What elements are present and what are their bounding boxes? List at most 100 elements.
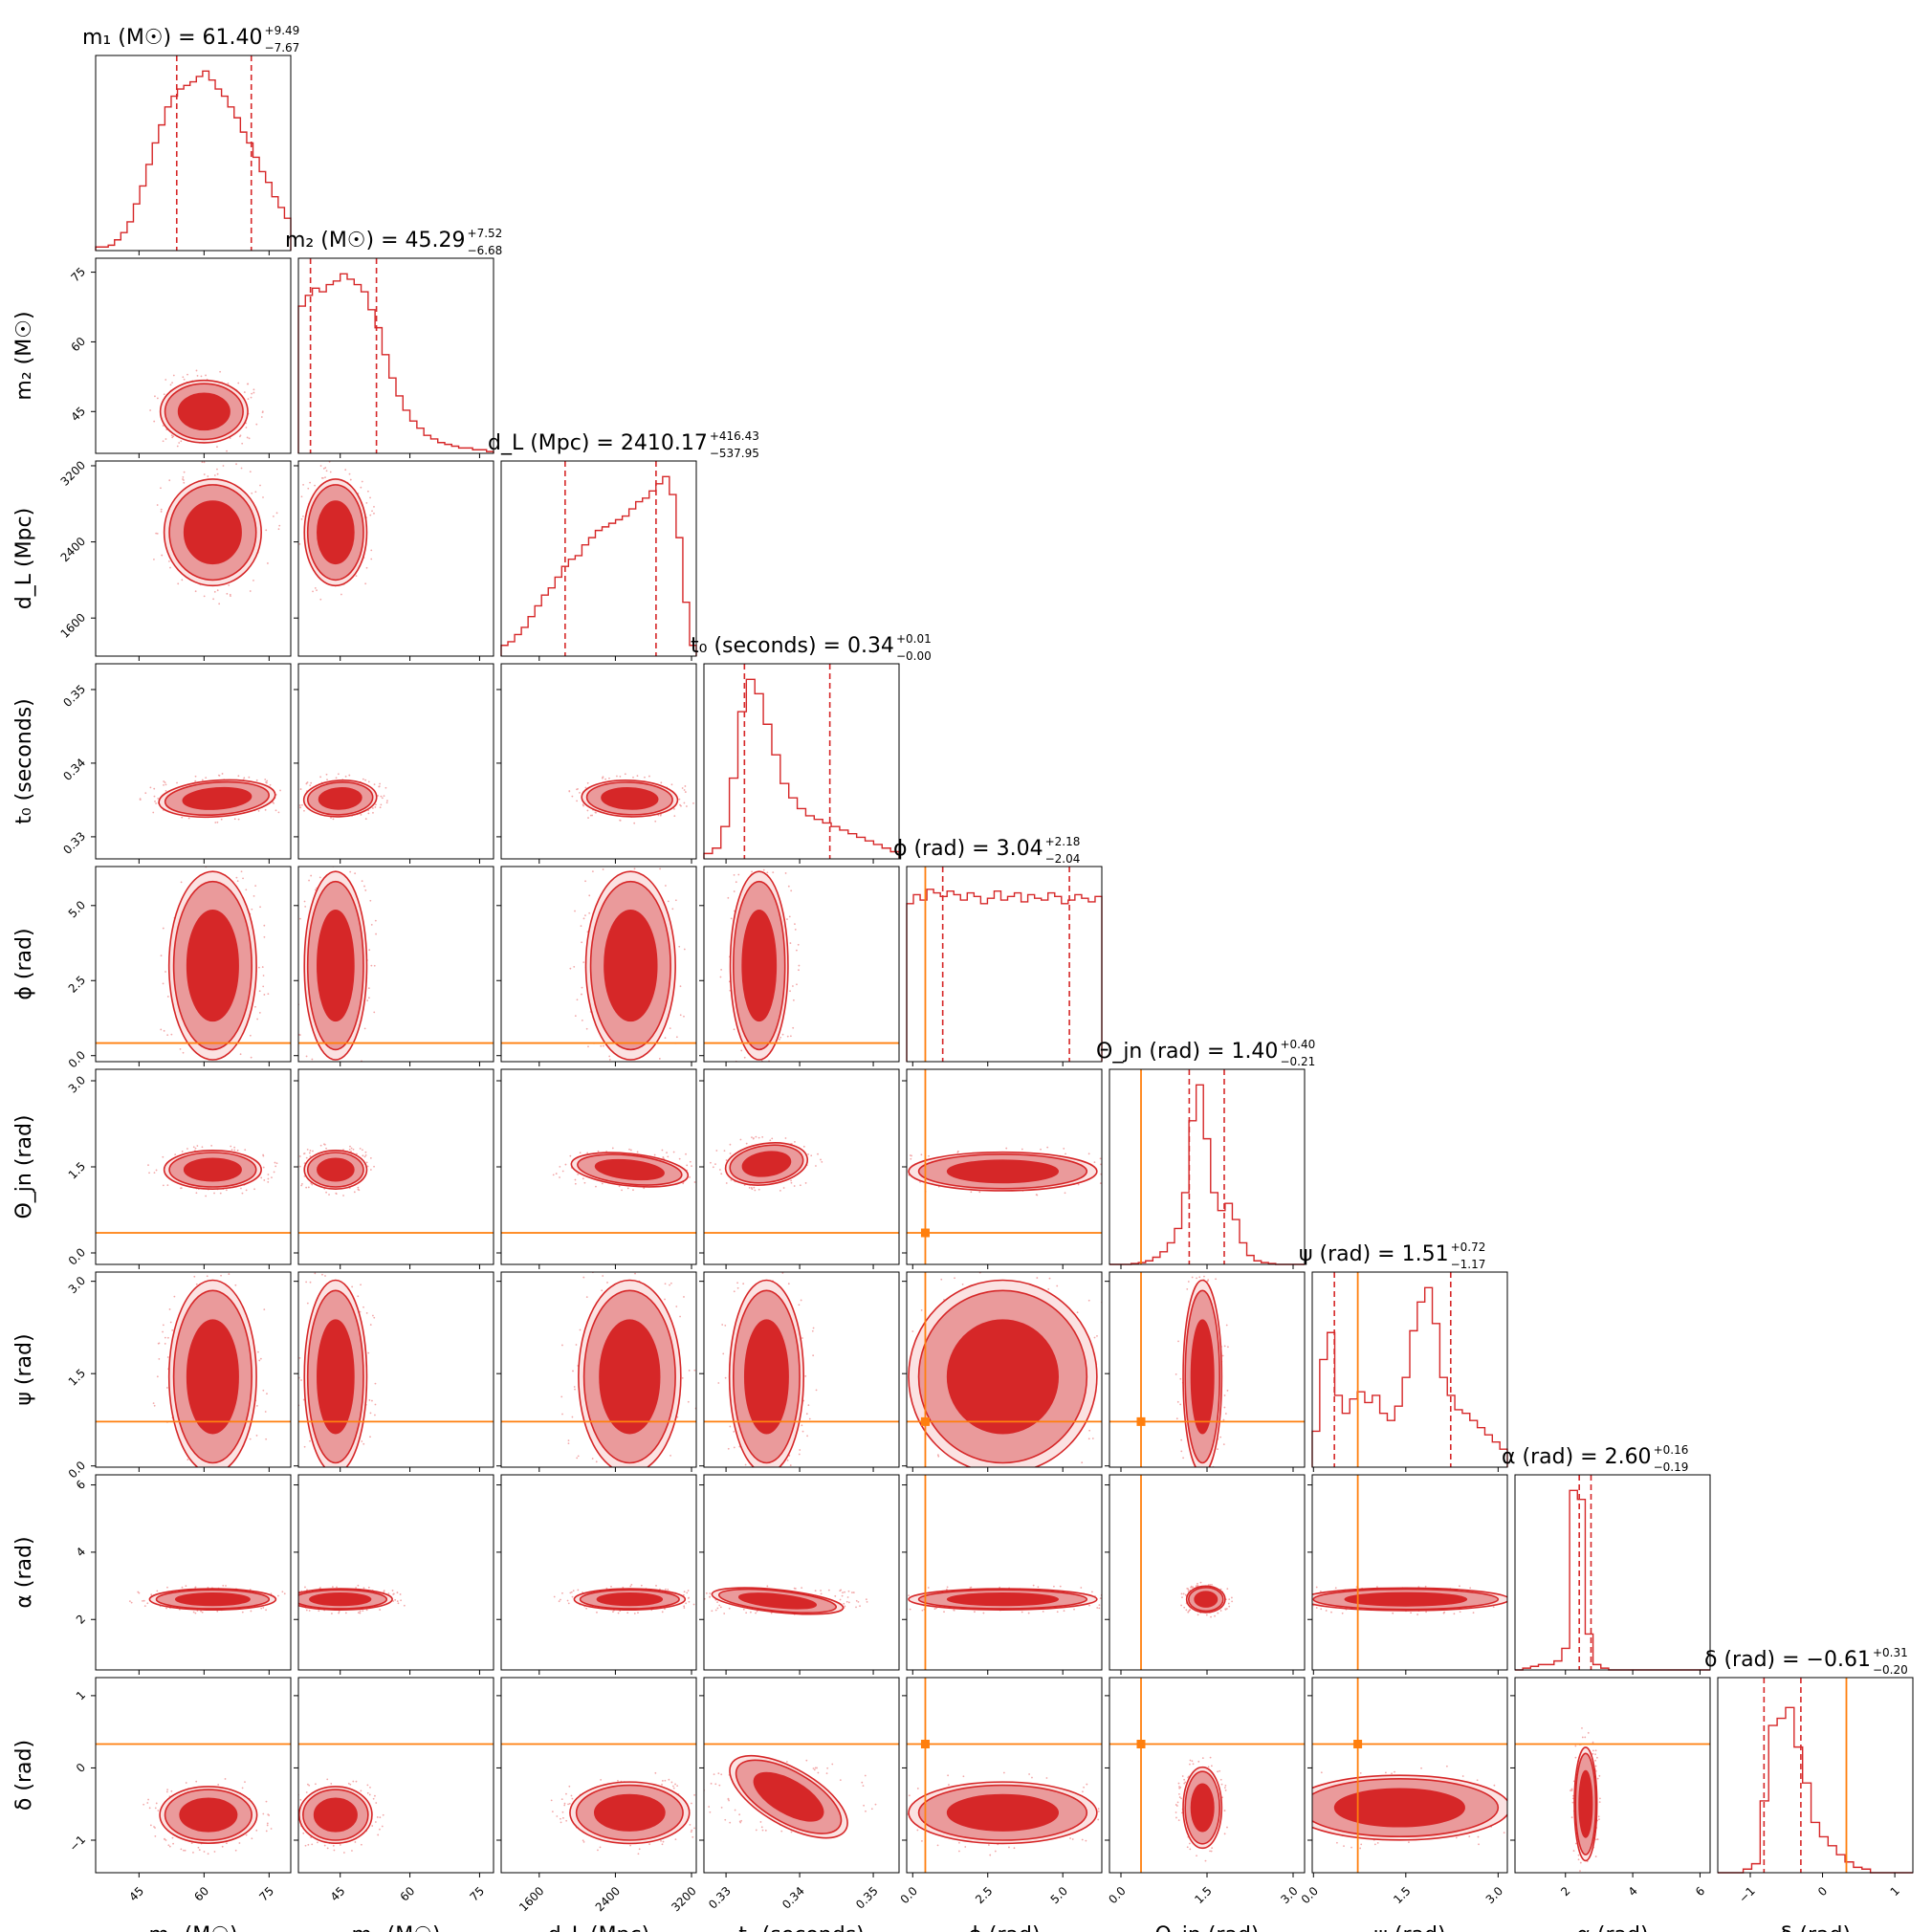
sample-dot [552, 1174, 555, 1176]
ticks-7-0 [91, 1484, 270, 1675]
sample-dot [362, 778, 364, 780]
sample-dot [147, 1164, 149, 1167]
sample-dot [750, 1611, 752, 1614]
sample-dot [1526, 1830, 1527, 1832]
sample-dot [232, 1480, 234, 1482]
title-m2: m₂ (M☉) = 45.29 [285, 229, 466, 252]
title-err-plus-phi: +2.18 [1045, 835, 1081, 848]
sample-dot [1203, 1275, 1205, 1278]
sample-dot [602, 1275, 604, 1277]
injection-marker [1136, 1416, 1146, 1426]
sample-dot [138, 1592, 141, 1594]
sample-dot [733, 1028, 735, 1031]
sample-dot [559, 1166, 561, 1168]
sample-dot [1455, 1836, 1458, 1839]
sample-dot [190, 1842, 193, 1845]
panel-contents [96, 1743, 291, 1855]
ticks-6-1 [294, 1281, 480, 1472]
sample-dot [257, 809, 260, 812]
sample-dot [958, 1841, 960, 1844]
ticks-1-1 [340, 453, 480, 458]
sample-dot [325, 1147, 327, 1150]
sample-dot [362, 1149, 363, 1152]
panel-frame [297, 1677, 494, 1874]
sample-dot [994, 1850, 997, 1853]
sample-dot [754, 1189, 757, 1192]
sample-dot [237, 818, 240, 821]
x-tick-label-theta_jn: 3.0 [1278, 1884, 1300, 1906]
sample-dot [194, 779, 197, 782]
sample-dot [155, 802, 157, 804]
sample-dot [870, 1808, 873, 1811]
sample-dot [655, 1482, 657, 1483]
sample-dot [154, 1834, 157, 1837]
sample-dot [571, 1595, 574, 1598]
sample-dot [1269, 1815, 1271, 1817]
sample-dot [1187, 1590, 1190, 1592]
sample-dot [750, 1256, 752, 1258]
sample-dot [1291, 1806, 1293, 1808]
contour-inner [946, 1319, 1060, 1435]
sample-dot [582, 961, 585, 964]
panel-frame [297, 1271, 494, 1468]
sample-dot [813, 1768, 816, 1771]
sample-dot [164, 781, 166, 784]
sample-dot [352, 1148, 355, 1151]
sample-dot [160, 1028, 163, 1031]
sample-dot [362, 1154, 364, 1157]
sample-dot [355, 1587, 358, 1589]
sample-dot [1284, 1828, 1285, 1830]
sample-dot [1570, 1788, 1573, 1790]
x-axis-label-psi: ψ (rad) [1373, 1923, 1445, 1932]
sample-dot [262, 496, 264, 498]
sample-dot [230, 1145, 232, 1148]
sample-dot [1021, 1148, 1023, 1151]
sample-dot [632, 776, 634, 779]
panel-psi-vs-t0 [703, 1256, 900, 1468]
sample-dot [222, 465, 225, 467]
sample-dot [233, 818, 236, 821]
sample-dot [396, 1600, 399, 1603]
y-tick-label-psi: 3.0 [66, 1274, 88, 1296]
sample-dot [647, 864, 648, 866]
sample-dot [786, 1035, 789, 1038]
ticks-3-3 [725, 859, 874, 864]
sample-dot [319, 465, 322, 467]
sample-dot [332, 1500, 334, 1502]
panel-theta_jn-vs-phi [906, 1068, 1103, 1265]
panel-frame [95, 1677, 292, 1874]
sample-dot [1596, 1838, 1599, 1840]
sample-dot [242, 877, 244, 880]
sample-dot [1083, 1786, 1085, 1789]
sample-dot [261, 411, 264, 414]
panel-contents [907, 1272, 1102, 1467]
sample-dot [751, 1136, 753, 1138]
sample-dot [721, 1324, 724, 1326]
sample-dot [1258, 1798, 1260, 1800]
sample-dot [687, 1400, 690, 1403]
sample-dot [374, 806, 377, 808]
sample-dot [1181, 1596, 1183, 1599]
sample-dot [1510, 1589, 1512, 1591]
sample-dot [335, 1192, 338, 1195]
sample-dot [294, 1607, 296, 1609]
sample-dot [745, 1142, 748, 1145]
injection-marker [1353, 1740, 1363, 1749]
sample-dot [567, 1439, 570, 1441]
panel-psi-vs-dL [500, 1261, 697, 1483]
sample-dot [264, 1411, 267, 1413]
ticks-6-6 [1312, 1467, 1499, 1472]
sample-dot [634, 1261, 636, 1262]
sample-dot [1376, 1841, 1379, 1844]
sample-dot [184, 1849, 187, 1852]
panel-contents [704, 1585, 868, 1615]
sample-dot [324, 467, 327, 469]
sample-dot [896, 1788, 898, 1789]
sample-dot [371, 1399, 373, 1402]
sample-dot [622, 1586, 625, 1589]
sample-dot [165, 1607, 167, 1610]
sample-dot [1511, 1593, 1513, 1595]
x-axis-label-delta: δ (rad) [1780, 1923, 1851, 1932]
sample-dot [1584, 1881, 1586, 1883]
y-tick-label-alpha: 4 [74, 1545, 88, 1559]
